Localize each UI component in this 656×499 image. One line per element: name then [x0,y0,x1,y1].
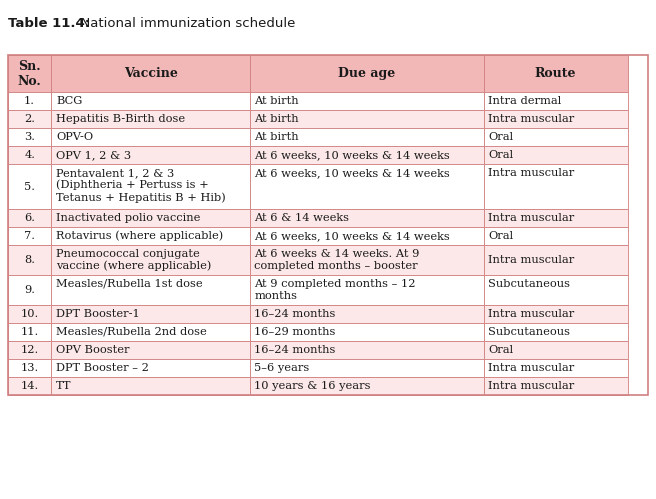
Text: OPV 1, 2 & 3: OPV 1, 2 & 3 [56,150,131,160]
Text: At birth: At birth [255,114,299,124]
Text: National immunization schedule: National immunization schedule [72,17,296,30]
Text: At 6 weeks, 10 weeks & 14 weeks: At 6 weeks, 10 weeks & 14 weeks [255,150,450,160]
Text: Intra muscular: Intra muscular [488,255,575,265]
Text: 9.: 9. [24,285,35,295]
Text: Measles/Rubella 2nd dose: Measles/Rubella 2nd dose [56,327,207,337]
Text: Intra muscular: Intra muscular [488,168,575,178]
Text: 10 years & 16 years: 10 years & 16 years [255,381,371,391]
Text: 7.: 7. [24,231,35,241]
Text: OPV Booster: OPV Booster [56,345,129,355]
Text: DPT Booster – 2: DPT Booster – 2 [56,363,149,373]
Text: 12.: 12. [20,345,39,355]
Text: At 6 & 14 weeks: At 6 & 14 weeks [255,213,350,223]
Text: 14.: 14. [20,381,39,391]
Text: 5–6 years: 5–6 years [255,363,310,373]
Text: Hepatitis B-Birth dose: Hepatitis B-Birth dose [56,114,185,124]
Text: 3.: 3. [24,132,35,142]
Text: Pentavalent 1, 2 & 3
(Diphtheria + Pertuss is +
Tetanus + Hepatitis B + Hib): Pentavalent 1, 2 & 3 (Diphtheria + Pertu… [56,168,226,203]
Text: Intra muscular: Intra muscular [488,213,575,223]
Text: Subcutaneous: Subcutaneous [488,279,570,289]
Text: At birth: At birth [255,132,299,142]
Text: 11.: 11. [20,327,39,337]
Text: Route: Route [535,67,577,80]
Text: Oral: Oral [488,231,513,241]
Text: Rotavirus (where applicable): Rotavirus (where applicable) [56,231,223,242]
Text: Oral: Oral [488,132,513,142]
Text: Oral: Oral [488,150,513,160]
Text: Sn.
No.: Sn. No. [18,59,41,88]
Text: Pneumococcal conjugate
vaccine (where applicable): Pneumococcal conjugate vaccine (where ap… [56,249,211,271]
Text: DPT Booster-1: DPT Booster-1 [56,309,140,319]
Text: Inactivated polio vaccine: Inactivated polio vaccine [56,213,200,223]
Text: BCG: BCG [56,96,83,106]
Text: Measles/Rubella 1st dose: Measles/Rubella 1st dose [56,279,203,289]
Text: Vaccine: Vaccine [124,67,178,80]
Text: 10.: 10. [20,309,39,319]
Text: At 6 weeks, 10 weeks & 14 weeks: At 6 weeks, 10 weeks & 14 weeks [255,231,450,241]
Text: 6.: 6. [24,213,35,223]
Text: At 6 weeks, 10 weeks & 14 weeks: At 6 weeks, 10 weeks & 14 weeks [255,168,450,178]
Text: OPV-O: OPV-O [56,132,93,142]
Text: 16–24 months: 16–24 months [255,309,336,319]
Text: Due age: Due age [338,67,396,80]
Text: 16–24 months: 16–24 months [255,345,336,355]
Text: 13.: 13. [20,363,39,373]
Text: Oral: Oral [488,345,513,355]
Text: 1.: 1. [24,96,35,106]
Text: 4.: 4. [24,150,35,160]
Text: Subcutaneous: Subcutaneous [488,327,570,337]
Text: Intra muscular: Intra muscular [488,381,575,391]
Text: 2.: 2. [24,114,35,124]
Text: Intra muscular: Intra muscular [488,363,575,373]
Text: 16–29 months: 16–29 months [255,327,336,337]
Text: 8.: 8. [24,255,35,265]
Text: At 9 completed months – 12
months: At 9 completed months – 12 months [255,279,416,300]
Text: Intra muscular: Intra muscular [488,309,575,319]
Text: Intra muscular: Intra muscular [488,114,575,124]
Text: At birth: At birth [255,96,299,106]
Text: 5.: 5. [24,182,35,192]
Text: TT: TT [56,381,72,391]
Text: At 6 weeks & 14 weeks. At 9
completed months – booster: At 6 weeks & 14 weeks. At 9 completed mo… [255,249,420,271]
Text: Intra dermal: Intra dermal [488,96,562,106]
Text: Table 11.4:: Table 11.4: [8,17,90,30]
